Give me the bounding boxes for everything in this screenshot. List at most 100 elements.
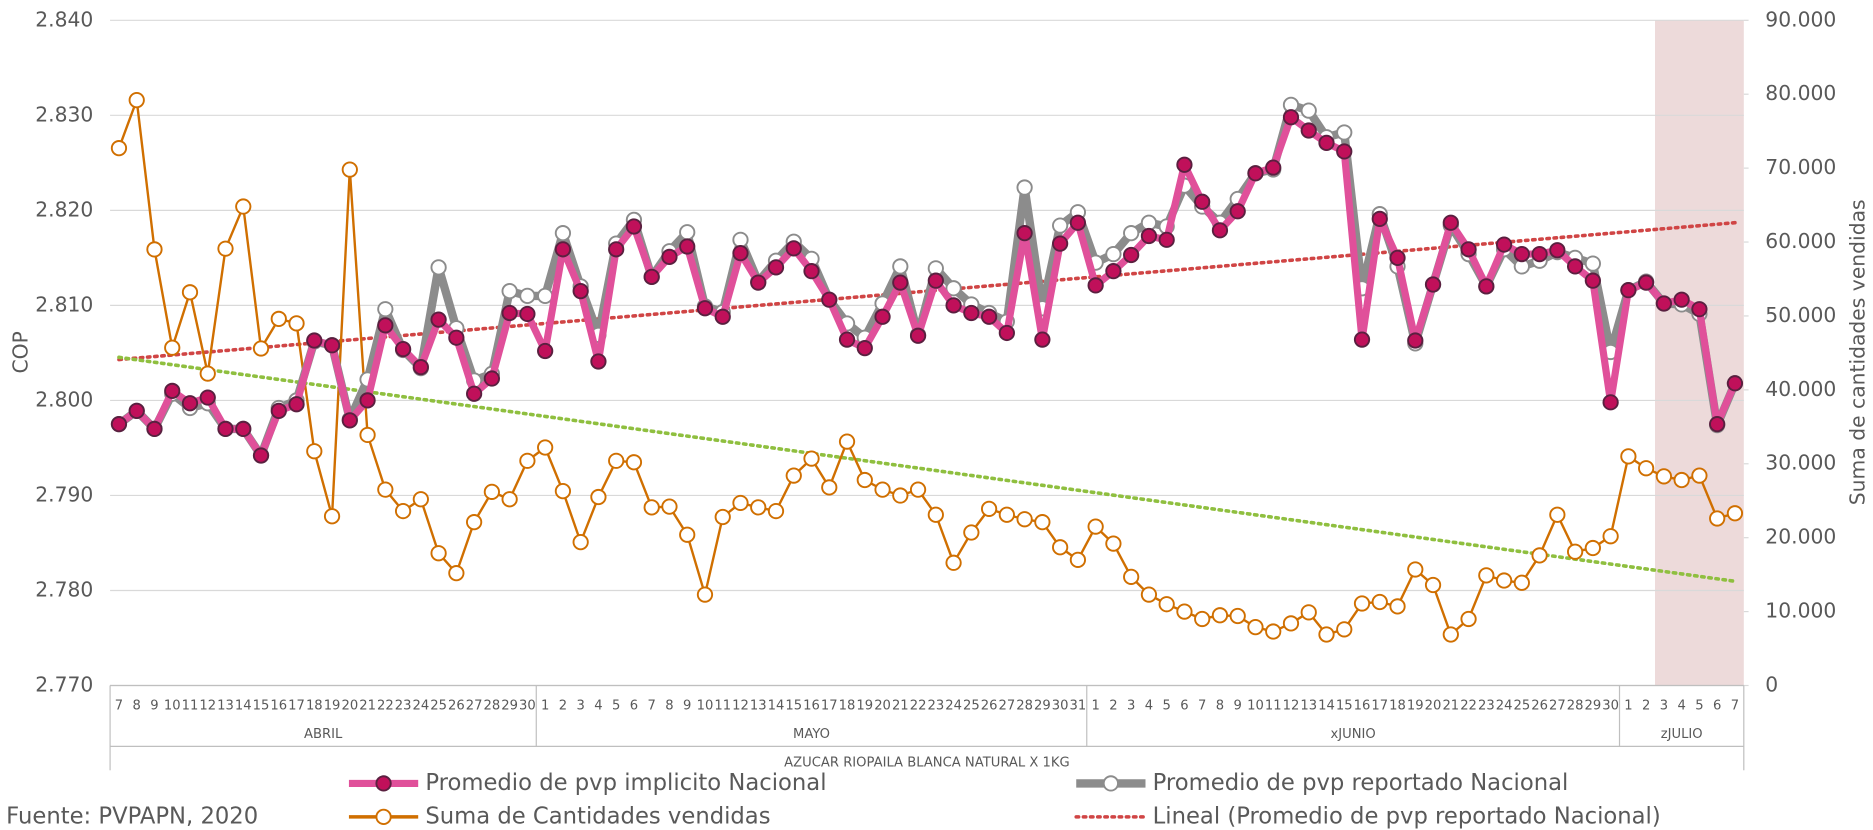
data-point: [1069, 551, 1087, 568]
data-point: [519, 287, 536, 305]
data-point: [412, 491, 429, 508]
x-tick-label: 14: [768, 698, 785, 713]
data-point: [554, 482, 572, 500]
data-point: [909, 481, 927, 498]
x-tick-label: 15: [1336, 698, 1353, 713]
data-point: [519, 305, 536, 323]
data-point: [1638, 460, 1655, 477]
data-point: [1300, 604, 1317, 621]
data-point: [323, 508, 341, 525]
data-point: [714, 308, 731, 325]
data-point: [483, 483, 500, 500]
data-point: [306, 332, 323, 349]
data-point: [1584, 255, 1601, 272]
data-point: [1709, 416, 1726, 433]
data-point: [1442, 626, 1459, 643]
data-point: [288, 315, 305, 332]
data-point: [1602, 394, 1619, 411]
data-point: [945, 554, 962, 571]
x-tick-label: 22: [377, 698, 394, 713]
data-point: [821, 291, 838, 308]
x-tick-label: 10: [164, 698, 181, 713]
data-point: [927, 272, 944, 289]
data-point: [980, 308, 998, 325]
data-point: [252, 340, 270, 357]
data-point: [377, 301, 394, 318]
data-point: [128, 402, 145, 419]
x-tick-label: 25: [1513, 698, 1530, 713]
x-tick-label: 3: [1660, 698, 1668, 713]
x-tick-label: 5: [1162, 698, 1170, 713]
y2-tick-label: 90.000: [1765, 7, 1836, 31]
data-point: [1140, 227, 1158, 245]
y2-axis-title: Suma de cantidades vendidas: [1845, 199, 1869, 505]
data-point: [394, 502, 412, 520]
x-tick-label: 4: [1145, 698, 1153, 713]
x-tick-label: 24: [412, 698, 429, 713]
data-point: [554, 225, 572, 242]
data-point: [625, 218, 643, 235]
y2-tick-label: 80.000: [1765, 81, 1836, 105]
x-tick-label: 30: [1052, 698, 1069, 713]
data-point: [1655, 468, 1673, 485]
data-point: [1353, 595, 1371, 612]
x-tick-label: 12: [199, 698, 216, 713]
data-point: [767, 502, 785, 520]
data-point: [1513, 574, 1530, 591]
legend-label: Suma de Cantidades vendidas: [425, 803, 770, 829]
x-tick-label: 8: [1216, 698, 1224, 713]
x-tick-label: 1: [541, 698, 549, 713]
data-point: [1016, 225, 1033, 242]
data-point: [1140, 586, 1158, 603]
data-point: [1300, 102, 1317, 119]
data-point: [874, 481, 891, 498]
data-point: [856, 471, 873, 489]
y2-tick-label: 10.000: [1765, 599, 1836, 623]
x-tick-label: 5: [1695, 698, 1703, 713]
y-tick-label: 2.810: [35, 292, 93, 316]
data-point: [1123, 246, 1140, 264]
data-point: [1442, 214, 1459, 231]
x-tick-label: 30: [1602, 698, 1619, 713]
legend-marker: [1102, 775, 1119, 792]
data-point: [1620, 282, 1637, 299]
data-point: [732, 231, 749, 248]
y2-tick-label: 50.000: [1765, 303, 1836, 327]
data-point: [181, 395, 199, 412]
data-point: [1034, 331, 1051, 348]
data-point: [963, 524, 980, 541]
data-point: [430, 259, 447, 276]
x-tick-label: 22: [1460, 698, 1477, 713]
x-tick-label: 13: [750, 698, 767, 713]
x-tick-label: 8: [665, 698, 673, 713]
data-point: [661, 498, 678, 515]
data-point: [1229, 203, 1246, 220]
trendline: [117, 355, 1737, 584]
data-point: [1336, 124, 1353, 141]
data-point: [1105, 245, 1122, 263]
data-point: [341, 161, 358, 178]
data-point: [1087, 518, 1104, 535]
data-point: [1158, 231, 1175, 248]
data-point: [1353, 331, 1371, 348]
y-tick-label: 2.830: [35, 102, 93, 126]
data-point: [909, 327, 927, 344]
data-point: [892, 487, 909, 504]
data-point: [483, 370, 500, 387]
data-point: [1673, 471, 1690, 489]
data-point: [1318, 626, 1335, 643]
y2-tick-label: 40.000: [1765, 377, 1836, 401]
data-point: [643, 499, 660, 516]
data-point: [1424, 276, 1442, 293]
x-tick-label: 21: [1442, 698, 1459, 713]
data-point: [1229, 607, 1246, 625]
data-point: [1389, 598, 1406, 615]
data-point: [1318, 134, 1335, 152]
data-point: [572, 283, 589, 300]
data-point: [1123, 225, 1140, 242]
data-point: [767, 259, 785, 276]
data-point: [394, 340, 412, 358]
data-point: [821, 479, 838, 496]
x-tick-label: 6: [1180, 698, 1188, 713]
x-tick-label: 14: [1318, 698, 1335, 713]
